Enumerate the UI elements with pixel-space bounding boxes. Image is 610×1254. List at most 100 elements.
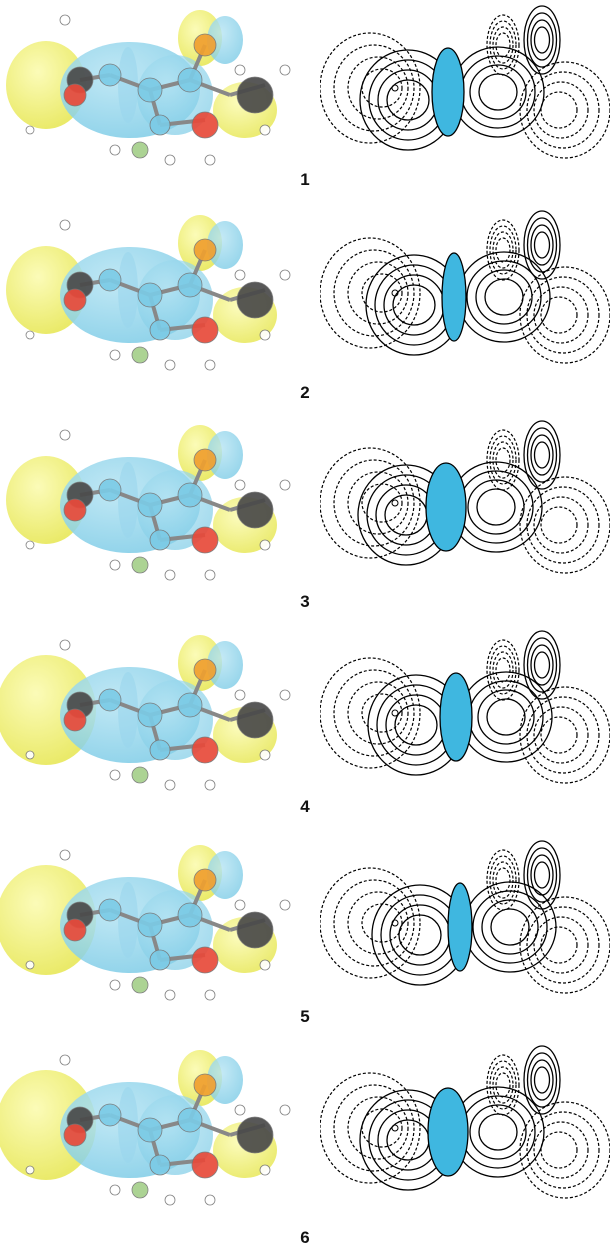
atom [25,960,35,970]
dashed-contour [492,861,514,899]
dashed-contour [540,1131,578,1169]
dashed-contour [347,1096,409,1160]
atom [236,281,274,319]
dashed-contour [540,716,578,754]
atom [59,849,71,861]
atom [25,750,35,760]
solid-contour [478,1113,518,1151]
nodal-ellipse [118,882,138,958]
atom [193,33,217,57]
dashed-contour [361,68,403,108]
dashed-contour [489,645,517,695]
dashed-contour [526,906,600,984]
dashed-contour [540,506,578,544]
dashed-contour [320,1072,421,1184]
contour-plot [320,420,610,574]
atom [164,154,176,166]
atom [25,1165,35,1175]
solid-contour [526,1052,558,1108]
dashed-contour [519,896,610,994]
atom [234,689,246,701]
atom [137,912,163,938]
blue-lobe [207,641,243,689]
molecule-panel-5 [0,835,610,1035]
dashed-contour [519,686,610,784]
dashed-contour [533,496,589,554]
atom [259,749,271,761]
solid-contour [523,210,561,280]
panel-label: 3 [300,592,310,611]
dashed-contour [333,459,415,547]
contour-plot [320,840,610,994]
molecule-panel-4 [0,625,610,825]
dashed-contour [540,296,578,334]
molecular-orbital-render [0,845,291,1001]
contour-plot [320,630,610,784]
atom [98,478,122,502]
dashed-contour [333,1084,415,1172]
dashed-contour [495,867,511,893]
dashed-contour [489,20,517,70]
panel-label: 1 [300,170,310,189]
dashed-contour [320,657,421,769]
solid-contour [490,908,530,946]
solid-contour [526,847,558,903]
dashed-contour [320,32,421,144]
atom [131,556,149,574]
atom [149,319,171,341]
solid-contour [533,231,551,259]
nucleus-ring [391,709,399,717]
nodal-lens [447,882,473,972]
solid-contour [469,64,527,120]
solid-contour [398,914,442,956]
dashed-contour [320,447,421,559]
solid-contour [469,1104,527,1160]
atom [164,989,176,1001]
dashed-contour [347,56,409,120]
atom [191,1151,219,1179]
atom [177,692,203,718]
solid-contour [533,26,551,54]
solid-contour [451,46,545,138]
dashed-contour [486,219,520,281]
atom [204,1194,216,1206]
atom [234,64,246,76]
atom [164,1194,176,1206]
atom [149,529,171,551]
dashed-contour [361,693,403,733]
panel-label: 2 [300,383,310,402]
solid-contour [463,881,557,973]
atom [25,330,35,340]
solid-contour [467,479,525,535]
molecule-panel-6 [0,1040,610,1240]
molecular-orbital-render [6,10,291,166]
atom [131,1181,149,1199]
atom [259,1164,271,1176]
solid-contour [526,12,558,68]
solid-contour [394,704,438,746]
atom [279,1104,291,1116]
solid-contour [530,19,554,61]
blue-lobe [207,1056,243,1104]
dashed-contour [495,1072,511,1098]
atom [149,739,171,761]
atom [177,482,203,508]
dashed-contour [519,476,610,574]
contour-plot [320,1045,610,1199]
dashed-contour [526,486,600,564]
atom [63,918,87,942]
dashed-contour [347,891,409,955]
solid-contour [526,217,558,273]
atom [137,702,163,728]
contour-plot [320,210,610,364]
atom [98,63,122,87]
solid-contour [533,441,551,469]
atom [177,67,203,93]
dashed-contour [495,657,511,683]
nodal-lens [427,1087,469,1177]
dashed-contour [492,651,514,689]
solid-contour [457,251,551,343]
dashed-contour [333,44,415,132]
dashed-contour [495,32,511,58]
atom [25,540,35,550]
